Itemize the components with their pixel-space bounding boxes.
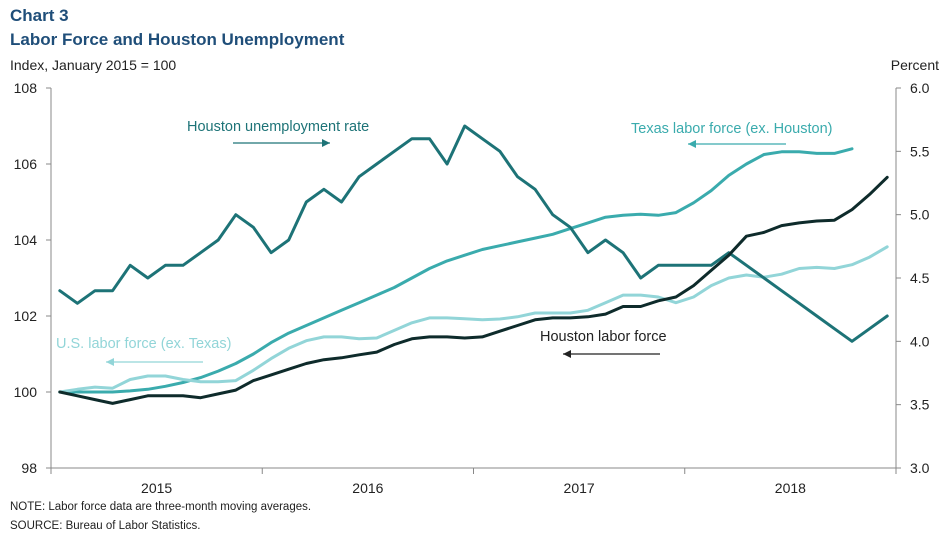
axes: 98 100 102 104 106 108 3.0 3.5 4.0 4.5 5.0 5.5 6.0 20… xyxy=(14,80,930,496)
left-tick-label: 104 xyxy=(14,232,38,248)
texas-labor-force-arrowhead xyxy=(688,140,696,148)
houston-unemployment-arrowhead xyxy=(322,139,330,147)
source-note: SOURCE: Bureau of Labor Statistics. xyxy=(10,520,201,532)
right-tick-label: 4.0 xyxy=(910,333,930,349)
x-tick-label: 2018 xyxy=(775,480,806,496)
us-labor-force-label: U.S. labor force (ex. Texas) xyxy=(56,336,231,352)
x-tick-label: 2017 xyxy=(564,480,595,496)
left-tick-label: 98 xyxy=(21,460,37,476)
x-tick-label: 2015 xyxy=(141,480,172,496)
houston-labor-force-label: Houston labor force xyxy=(540,329,667,345)
right-axis-label: Percent xyxy=(890,57,939,73)
us-labor-force-arrowhead xyxy=(106,358,114,366)
chart-number: Chart 3 xyxy=(10,6,69,25)
left-axis-label: Index, January 2015 = 100 xyxy=(10,57,177,73)
x-tick-label: 2016 xyxy=(352,480,383,496)
chart-title: Labor Force and Houston Unemployment xyxy=(10,30,345,49)
right-tick-label: 4.5 xyxy=(910,270,930,286)
right-tick-label: 6.0 xyxy=(910,80,930,96)
right-tick-label: 3.0 xyxy=(910,460,930,476)
texas-labor-force-line xyxy=(58,147,854,394)
left-tick-label: 100 xyxy=(14,384,38,400)
right-tick-label: 5.0 xyxy=(910,207,930,223)
annotations: Houston unemployment rate Texas labor for… xyxy=(56,119,832,366)
houston-labor-force-arrowhead xyxy=(563,350,571,358)
us-labor-force-line xyxy=(58,245,889,394)
footnote: NOTE: Labor force data are three-month m… xyxy=(10,501,312,513)
texas-labor-force-label: Texas labor force (ex. Houston) xyxy=(631,121,832,137)
left-tick-label: 106 xyxy=(14,156,38,172)
houston-unemployment-line xyxy=(58,124,889,343)
left-tick-label: 102 xyxy=(14,308,38,324)
houston-labor-force-line xyxy=(58,175,889,405)
right-tick-label: 3.5 xyxy=(910,397,930,413)
right-tick-label: 5.5 xyxy=(910,143,930,159)
left-tick-label: 108 xyxy=(14,80,38,96)
series-lines xyxy=(58,124,889,405)
houston-unemployment-label: Houston unemployment rate xyxy=(187,119,369,135)
